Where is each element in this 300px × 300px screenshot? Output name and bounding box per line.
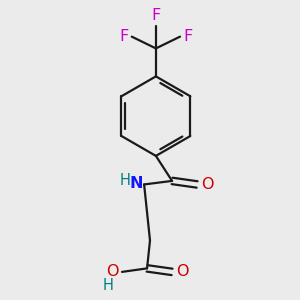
Text: O: O — [202, 177, 214, 192]
Text: F: F — [184, 29, 193, 44]
Text: O: O — [176, 264, 189, 279]
Text: O: O — [106, 264, 118, 279]
Text: H: H — [103, 278, 113, 293]
Text: N: N — [129, 176, 143, 191]
Text: F: F — [119, 29, 128, 44]
Text: F: F — [151, 8, 160, 23]
Text: H: H — [120, 173, 131, 188]
